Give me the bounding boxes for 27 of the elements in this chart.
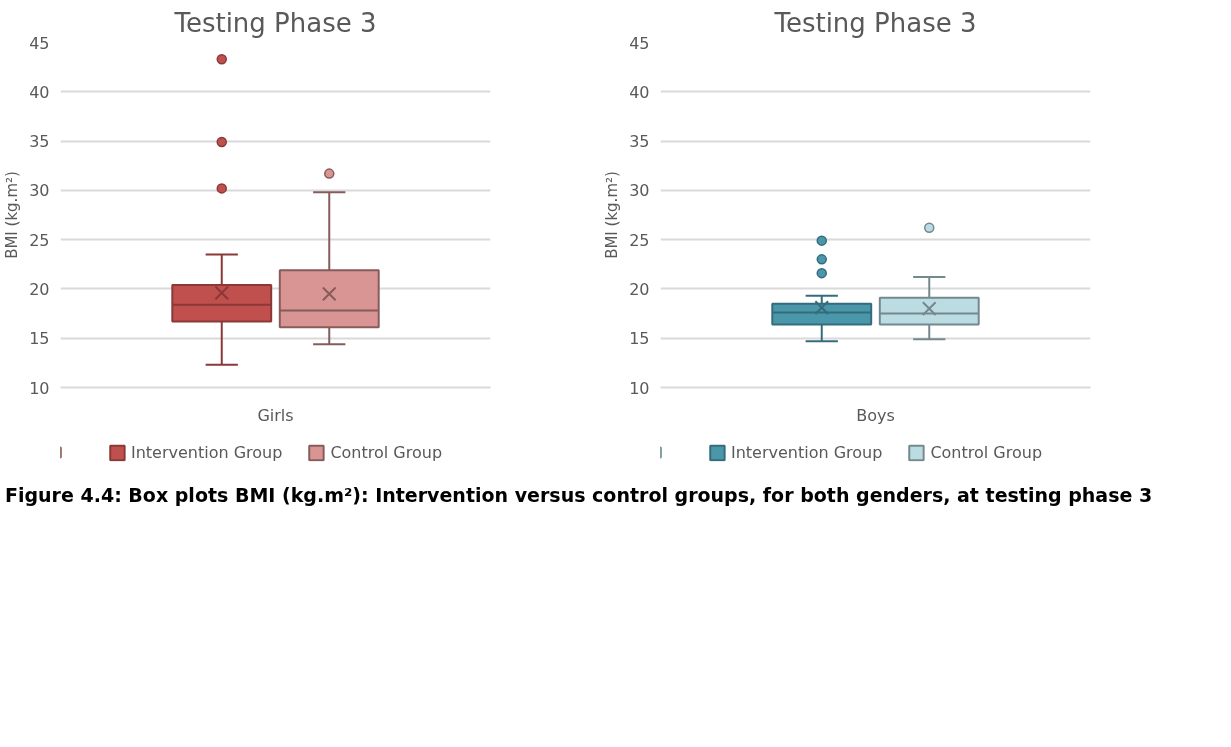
y-tick-label: 45 xyxy=(29,33,50,53)
y-tick-label: 25 xyxy=(629,230,650,250)
x-tick-label: Girls xyxy=(257,405,294,425)
y-axis-title: BMI (kg.m²) xyxy=(3,171,22,259)
y-tick-label: 40 xyxy=(29,82,50,102)
y-tick-label: 20 xyxy=(629,279,650,299)
y-tick-label: 35 xyxy=(29,132,50,152)
y-tick-label: 45 xyxy=(629,33,650,53)
y-tick-label: 30 xyxy=(29,181,50,201)
y-tick-label: 35 xyxy=(629,132,650,152)
chart-title: Testing Phase 3 xyxy=(773,7,977,38)
y-tick-label: 40 xyxy=(629,82,650,102)
x-tick-label: Boys xyxy=(856,405,895,425)
y-tick-label: 30 xyxy=(629,181,650,201)
legend-label: Control Group xyxy=(330,442,443,462)
chart-title: Testing Phase 3 xyxy=(173,7,377,38)
y-tick-label: 20 xyxy=(29,279,50,299)
y-tick-label: 10 xyxy=(29,378,50,398)
y-tick-label: 15 xyxy=(629,329,650,349)
caption: Figure 4.4: Box plots BMI (kg.m²): Intervention versus control groups, for both genders, at testing phase 3 xyxy=(5,483,1153,508)
y-tick-label: 10 xyxy=(629,378,650,398)
y-tick-label: 25 xyxy=(29,230,50,250)
legend-label: Intervention Group xyxy=(130,442,283,462)
y-axis-title: BMI (kg.m²) xyxy=(603,171,622,259)
legend-label: Intervention Group xyxy=(730,442,883,462)
legend-label: Control Group xyxy=(930,442,1043,462)
y-tick-label: 15 xyxy=(29,329,50,349)
